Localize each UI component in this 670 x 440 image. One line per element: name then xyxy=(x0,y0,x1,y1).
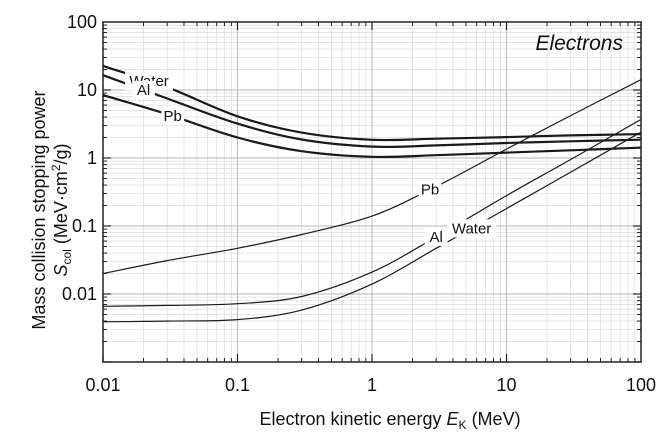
x-axis-label: Electron kinetic energy EK (MeV) xyxy=(259,409,520,432)
x-tick-label: 1 xyxy=(367,375,377,395)
series-labels: WaterAlPbPbAlWater xyxy=(125,72,496,246)
series-label-al: Al xyxy=(430,229,443,246)
y-tick-label: 0.1 xyxy=(72,216,97,236)
series-label-bg xyxy=(447,219,496,238)
series-line-water-collision xyxy=(102,64,642,142)
y-tick-label: 0.01 xyxy=(62,284,97,304)
y-axis-label-line2: Scol (MeV·cm2/g) xyxy=(49,143,74,276)
y-tick-label: 100 xyxy=(67,12,97,32)
series-label-al: Al xyxy=(137,82,150,99)
x-tick-label: 0.01 xyxy=(85,375,120,395)
series-label-bg xyxy=(424,227,448,246)
series-label-water: Water xyxy=(452,220,491,237)
x-tick-label: 0.1 xyxy=(225,375,250,395)
series-label-bg xyxy=(161,107,185,126)
y-tick-label: 10 xyxy=(77,80,97,100)
x-tick-label: 100 xyxy=(626,375,656,395)
tick-marks xyxy=(102,22,641,363)
chart-title: Electrons xyxy=(535,32,623,55)
y-tick-label: 1 xyxy=(87,148,97,168)
series-line-al-collision xyxy=(102,74,642,149)
minor-gridlines xyxy=(103,22,641,362)
series-lines xyxy=(102,64,642,323)
y-axis-label-line1: Mass collision stopping power xyxy=(29,90,49,329)
series-label-pb: Pb xyxy=(421,181,439,198)
x-tick-labels: 0.01 0.1 1 10 100 xyxy=(85,375,656,395)
y-tick-labels: 0.01 0.1 1 10 100 xyxy=(62,12,97,304)
series-label-bg xyxy=(132,80,155,99)
series-label-pb: Pb xyxy=(164,108,182,125)
series-label-bg xyxy=(418,180,442,199)
x-tick-label: 10 xyxy=(496,375,516,395)
series-line-water-radiative xyxy=(102,131,642,323)
series-line-pb-radiative xyxy=(102,79,642,275)
series-line-al-radiative xyxy=(102,118,642,307)
series-line-pb-collision xyxy=(102,94,642,159)
